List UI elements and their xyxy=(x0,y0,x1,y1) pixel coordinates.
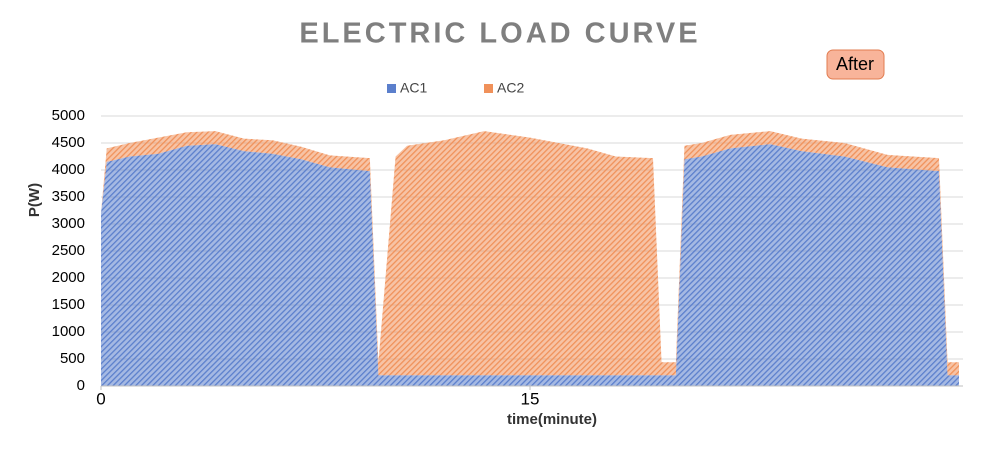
y-tick-label: 2500 xyxy=(52,242,85,259)
legend-swatch xyxy=(387,84,396,93)
y-tick-label: 2000 xyxy=(52,269,85,286)
chart-title: ELECTRIC LOAD CURVE xyxy=(299,18,700,50)
annotation-box xyxy=(826,49,885,80)
y-tick-label: 4000 xyxy=(52,161,85,178)
y-tick-label: 1000 xyxy=(52,323,85,340)
legend-label: AC1 xyxy=(400,80,427,96)
y-tick-label: 3500 xyxy=(52,188,85,205)
area xyxy=(101,131,959,376)
y-tick-label: 500 xyxy=(60,350,85,367)
legend-swatch xyxy=(484,84,493,93)
area xyxy=(101,144,959,386)
annotation: After xyxy=(836,54,874,74)
y-axis-label: P(W) xyxy=(26,183,43,217)
legend-label: AC2 xyxy=(497,80,524,96)
y-tick-label: 1500 xyxy=(52,296,85,313)
y-tick-label: 5000 xyxy=(52,107,85,124)
y-tick-label: 3000 xyxy=(52,215,85,232)
x-tick-label: 15 xyxy=(521,389,540,408)
y-tick-label: 4500 xyxy=(52,134,85,151)
x-axis-label: time(minute) xyxy=(507,411,597,428)
x-tick-label: 0 xyxy=(96,389,105,408)
y-tick-label: 0 xyxy=(77,377,85,394)
